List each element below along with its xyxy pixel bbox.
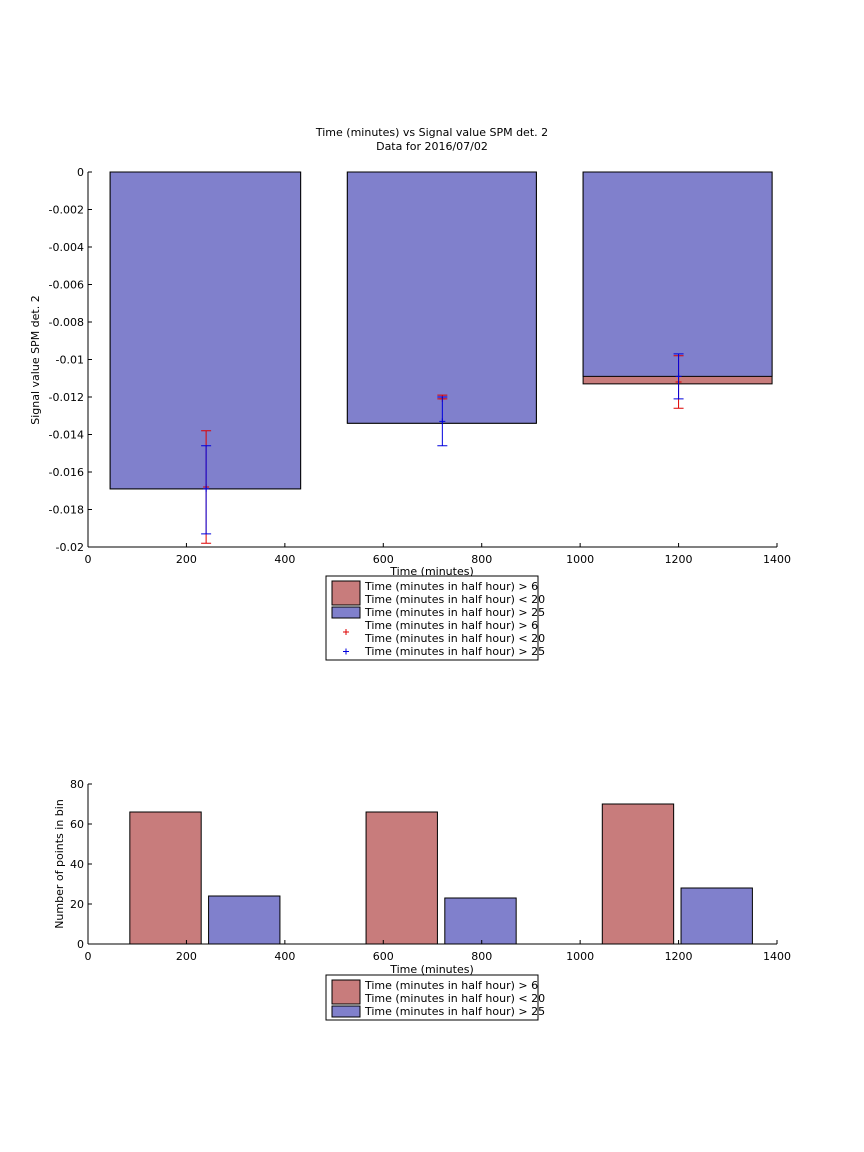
chart-counts: 0 200 400 600 800 1000 1200 1400 0 20 40 60 80 Time … — [53, 778, 791, 1021]
x-tick-label: 1400 — [763, 553, 791, 566]
y-tick-label: -0.014 — [49, 429, 84, 442]
y-tick-label: -0.016 — [49, 466, 84, 479]
plot-area: 0 200 400 600 800 1000 1200 1400 0 20 40 60 80 — [70, 778, 791, 963]
legend-swatch — [331, 580, 361, 606]
x-axis-label: Time (minutes) — [389, 565, 474, 578]
bar — [208, 895, 281, 945]
legend-swatch — [331, 979, 361, 1005]
legend-label: Time (minutes in half hour) < 20 — [364, 992, 545, 1005]
legend-label: Time (minutes in half hour) < 20 — [364, 632, 545, 645]
legend-swatch — [331, 1005, 361, 1018]
x-tick-label: 800 — [471, 950, 492, 963]
bar — [129, 811, 202, 945]
bar — [680, 887, 753, 945]
x-tick-label: 200 — [176, 553, 197, 566]
y-tick-label: -0.01 — [56, 354, 84, 367]
x-axis-label: Time (minutes) — [389, 963, 474, 976]
bar — [346, 171, 537, 424]
x-tick-label: 1200 — [665, 950, 693, 963]
bar — [601, 803, 675, 945]
x-tick-label: 800 — [471, 553, 492, 566]
y-tick-label: 20 — [70, 898, 84, 911]
legend-label: Time (minutes in half hour) > 25 — [364, 606, 545, 619]
bar — [109, 171, 302, 490]
legend-label: Time (minutes in half hour) > 6 — [364, 979, 538, 992]
x-tick-label: 200 — [176, 950, 197, 963]
x-tick-label: 600 — [373, 553, 394, 566]
y-tick-label: 0 — [77, 166, 84, 179]
y-axis-label: Number of points in bin — [53, 799, 66, 929]
y-tick-label: -0.006 — [49, 279, 84, 292]
legend-label: Time (minutes in half hour) > 25 — [364, 1005, 545, 1018]
y-tick-label: 60 — [70, 818, 84, 831]
y-tick-label: -0.018 — [49, 504, 84, 517]
y-tick-label: 80 — [70, 778, 84, 791]
y-tick-label: -0.004 — [49, 241, 84, 254]
x-tick-label: 400 — [274, 553, 295, 566]
y-axis-label: Signal value SPM det. 2 — [29, 295, 42, 425]
x-tick-label: 0 — [85, 950, 92, 963]
legend-box — [325, 575, 539, 661]
bar — [444, 897, 517, 945]
legend-box — [325, 974, 539, 1021]
legend-label: Time (minutes in half hour) > 6 — [364, 580, 538, 593]
y-tick-label: -0.012 — [49, 391, 84, 404]
x-tick-label: 400 — [274, 950, 295, 963]
legend-label: Time (minutes in half hour) > 6 — [364, 619, 538, 632]
legend-swatch — [331, 606, 361, 619]
y-tick-label: -0.008 — [49, 316, 84, 329]
x-tick-label: 0 — [85, 553, 92, 566]
y-tick-label: -0.02 — [56, 541, 84, 554]
x-tick-label: 1200 — [665, 553, 693, 566]
plot-area: 0 200 400 600 800 1000 1200 1400 0 -0.002 -0.004 -0… — [49, 166, 791, 566]
x-tick-label: 1000 — [566, 553, 594, 566]
legend-label: Time (minutes in half hour) > 25 — [364, 645, 545, 658]
bar — [582, 171, 773, 377]
legend-label: Time (minutes in half hour) < 20 — [364, 593, 545, 606]
x-tick-label: 1000 — [566, 950, 594, 963]
x-tick-label: 600 — [373, 950, 394, 963]
bar — [365, 811, 438, 945]
y-tick-label: -0.002 — [49, 204, 84, 217]
chart-subtitle: Data for 2016/07/02 — [376, 140, 488, 153]
y-tick-label: 0 — [77, 938, 84, 951]
chart-signal: Time (minutes) vs Signal value SPM det. … — [29, 126, 791, 661]
chart-title: Time (minutes) vs Signal value SPM det. … — [315, 126, 548, 139]
y-tick-label: 40 — [70, 858, 84, 871]
x-tick-label: 1400 — [763, 950, 791, 963]
